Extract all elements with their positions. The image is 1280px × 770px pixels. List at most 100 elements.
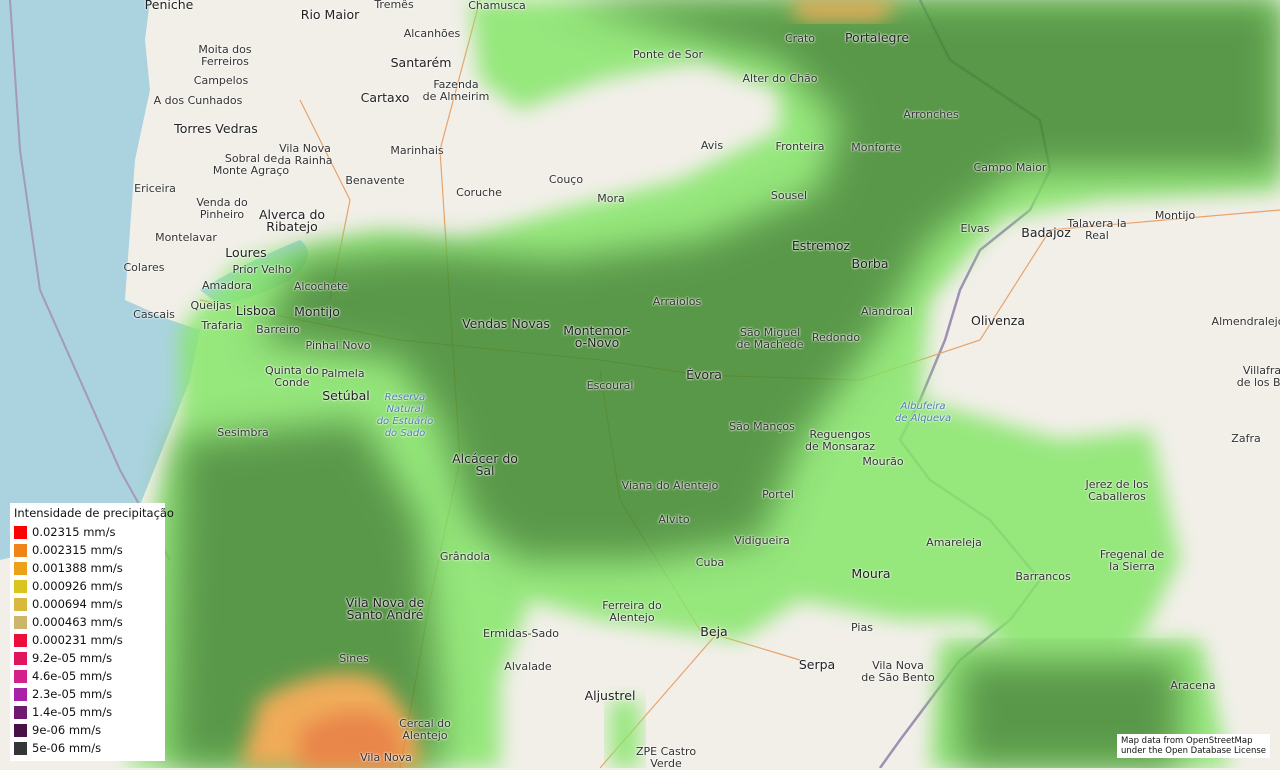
place-label: Ferreira do Alentejo — [602, 599, 662, 624]
place-label: Portalegre — [844, 30, 910, 45]
place-label: Montijo — [294, 304, 340, 319]
attribution-line-2: under the Open Database License — [1121, 746, 1266, 756]
place-label: ZPE Castro Verde — [635, 745, 697, 770]
place-label: Olivenza — [970, 313, 1026, 328]
legend-swatch — [14, 579, 27, 593]
place-label: Queijas — [190, 299, 232, 312]
place-label: Montijo — [1154, 209, 1196, 222]
place-label: Pias — [851, 621, 873, 634]
place-label: Badajoz — [1021, 225, 1071, 240]
place-label: Rio Maior — [300, 7, 360, 22]
legend-label: 9e-06 mm/s — [32, 723, 102, 737]
place-label: Elvas — [960, 222, 990, 235]
place-label: Alvalade — [504, 660, 552, 673]
place-label: Benavente — [345, 174, 405, 187]
legend-item: 0.001388 mm/s — [14, 559, 161, 577]
place-label: Arraiolos — [652, 295, 702, 308]
legend-swatch — [14, 525, 27, 539]
place-label: Amareleja — [926, 536, 982, 549]
place-label: Fazenda de Almeirim — [422, 78, 490, 103]
place-label: Almendralejo — [1211, 315, 1280, 328]
place-label: Reserva Natural do Estuário do Sado — [376, 392, 434, 439]
legend-swatch — [14, 723, 27, 737]
place-label: Ermidas-Sado — [483, 627, 559, 640]
legend-label: 0.001388 mm/s — [32, 561, 123, 575]
legend-item: 4.6e-05 mm/s — [14, 667, 161, 685]
place-label: Campelos — [193, 74, 249, 87]
place-label: Venda do Pinheiro — [196, 196, 248, 221]
place-label: Aljustrel — [584, 688, 636, 703]
legend-item: 5e-06 mm/s — [14, 739, 161, 757]
place-label: Vendas Novas — [462, 316, 550, 331]
place-label: Vila Nova de Santo André — [345, 595, 425, 622]
place-label: Zafra — [1231, 432, 1261, 445]
legend-item: 1.4e-05 mm/s — [14, 703, 161, 721]
place-label: Albufeira de Alqueva — [894, 401, 952, 424]
place-label: Jerez de los Caballeros — [1085, 478, 1149, 503]
place-label: Portel — [762, 488, 794, 501]
place-label: Barrancos — [1015, 570, 1071, 583]
place-label: Montelavar — [155, 231, 217, 244]
place-label: Barreiro — [256, 323, 300, 336]
place-label: Alvito — [658, 513, 690, 526]
legend-label: 0.002315 mm/s — [32, 543, 123, 557]
place-label: Serpa — [798, 657, 836, 672]
legend-label: 0.000694 mm/s — [32, 597, 123, 611]
place-label: Estremoz — [791, 238, 851, 253]
legend-item: 0.000694 mm/s — [14, 595, 161, 613]
legend-swatch — [14, 669, 27, 683]
place-label: Ponte de Sor — [632, 48, 704, 61]
legend-swatch — [14, 705, 27, 719]
legend-label: 0.02315 mm/s — [32, 525, 116, 539]
legend-swatch — [14, 543, 27, 557]
place-label: Vila Nova — [360, 751, 412, 764]
place-label: Beja — [700, 624, 728, 639]
place-label: Monforte — [851, 141, 901, 154]
place-label: Setúbal — [322, 388, 370, 403]
place-label: Alcácer do Sal — [452, 451, 518, 478]
place-label: Colares — [123, 261, 165, 274]
place-label: Tremês — [374, 0, 414, 11]
place-label: Moita dos Ferreiros — [198, 43, 252, 68]
place-label: Mora — [597, 192, 625, 205]
legend-label: 0.000231 mm/s — [32, 633, 123, 647]
legend-swatch — [14, 651, 27, 665]
place-label: Moura — [851, 566, 891, 581]
place-label: Sesimbra — [217, 426, 269, 439]
place-label: Cuba — [695, 556, 725, 569]
legend-item: 0.02315 mm/s — [14, 523, 161, 541]
legend-item: 0.000463 mm/s — [14, 613, 161, 631]
place-label: Reguengos de Monsaraz — [805, 428, 875, 453]
place-label: Fregenal de la Sierra — [1099, 548, 1165, 573]
place-label: Alverca do Ribatejo — [258, 207, 326, 234]
place-label: São Miguel de Machede — [736, 326, 804, 351]
place-label: Redondo — [811, 331, 861, 344]
place-label: Crato — [785, 32, 815, 45]
place-label: Villafra de los Ba — [1236, 364, 1280, 389]
legend-label: 9.2e-05 mm/s — [32, 651, 113, 665]
place-label: Sines — [339, 652, 369, 665]
legend-item: 9.2e-05 mm/s — [14, 649, 161, 667]
precipitation-overlay — [130, 0, 1280, 768]
place-label: Alcochete — [293, 280, 349, 293]
legend-item: 0.000231 mm/s — [14, 631, 161, 649]
place-label: Alcanhões — [403, 27, 461, 40]
legend-swatch — [14, 741, 27, 755]
legend-swatch — [14, 687, 27, 701]
place-label: Borba — [851, 256, 889, 271]
attribution-line-1: Map data from OpenStreetMap — [1121, 736, 1253, 746]
sea — [0, 0, 200, 560]
precipitation-legend: Intensidade de precipitação 0.02315 mm/s… — [10, 503, 174, 761]
legend-swatch — [14, 633, 27, 647]
place-label: Coruche — [456, 186, 502, 199]
legend-swatch — [14, 597, 27, 611]
legend-title: Intensidade de precipitação — [14, 506, 174, 520]
maritime-boundary — [9, 0, 171, 561]
place-label: Cercal do Alentejo — [399, 717, 451, 742]
legend-item: 9e-06 mm/s — [14, 721, 161, 739]
place-label: Grândola — [439, 550, 491, 563]
legend-item: 0.000926 mm/s — [14, 577, 161, 595]
place-label: Escoural — [586, 379, 634, 392]
map-attribution: Map data from OpenStreetMap under the Op… — [1117, 734, 1270, 758]
